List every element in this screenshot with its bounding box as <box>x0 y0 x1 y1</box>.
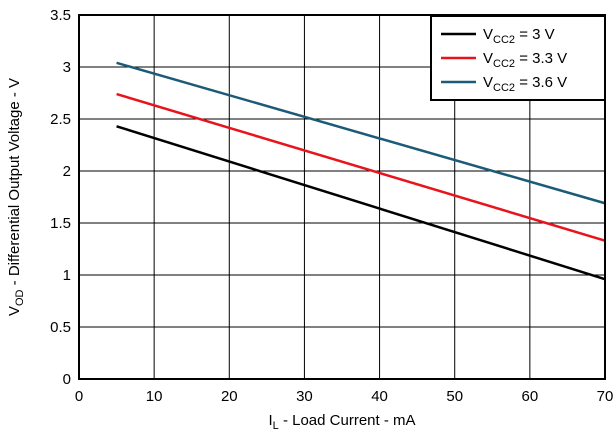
x-tick-label: 10 <box>146 388 163 405</box>
y-tick-label: 1 <box>63 267 71 284</box>
x-axis-label-main: I <box>268 412 272 429</box>
x-tick-label: 40 <box>371 388 388 405</box>
legend-label-sub: CC2 <box>493 34 515 46</box>
plot-frame <box>78 14 606 380</box>
legend-label-3: VCC2 = 3.6 V <box>483 74 567 94</box>
x-tick-label: 70 <box>597 388 614 405</box>
x-tick-label: 0 <box>75 388 83 405</box>
legend-label-main: V <box>483 50 493 67</box>
y-axis-label-main: V <box>6 306 23 316</box>
y-tick-label: 2 <box>63 163 71 180</box>
y-tick-label: 2.5 <box>50 111 71 128</box>
y-axis-label: VOD - Differential Output Voltage - V <box>6 78 26 316</box>
x-tick-label: 60 <box>522 388 539 405</box>
legend-label-rest: = 3.6 V <box>515 74 567 91</box>
x-axis-label: IL - Load Current - mA <box>268 412 415 432</box>
legend-label-main: V <box>483 74 493 91</box>
x-tick-label: 50 <box>446 388 463 405</box>
y-tick-label: 0.5 <box>50 319 71 336</box>
legend-label-1: VCC2 = 3 V <box>483 26 555 46</box>
x-axis-label-sub: L <box>273 420 279 432</box>
legend-label-2: VCC2 = 3.3 V <box>483 50 567 70</box>
y-tick-label: 3 <box>63 59 71 76</box>
x-tick-label: 20 <box>221 388 238 405</box>
legend-label-main: V <box>483 26 493 43</box>
y-tick-label: 3.5 <box>50 7 71 24</box>
x-tick-labels: 0 10 20 30 40 50 60 70 <box>75 388 614 405</box>
y-tick-label: 1.5 <box>50 215 71 232</box>
series-line-1 <box>116 125 606 281</box>
y-axis-label-sub: OD <box>14 289 26 306</box>
x-tick-label: 30 <box>296 388 313 405</box>
y-tick-label: 0 <box>63 371 71 388</box>
legend-label-rest: = 3.3 V <box>515 50 567 67</box>
series-layer <box>116 61 606 281</box>
series-line-2 <box>116 92 606 242</box>
legend-label-sub: CC2 <box>493 82 515 94</box>
legend-label-sub: CC2 <box>493 58 515 70</box>
y-tick-labels: 0 0.5 1 1.5 2 2.5 3 3.5 <box>50 7 71 388</box>
y-axis-label-rest: - Differential Output Voltage - V <box>6 78 23 290</box>
legend-label-rest: = 3 V <box>515 26 555 43</box>
series-line-3 <box>116 61 606 205</box>
x-axis-label-rest: - Load Current - mA <box>279 412 416 429</box>
